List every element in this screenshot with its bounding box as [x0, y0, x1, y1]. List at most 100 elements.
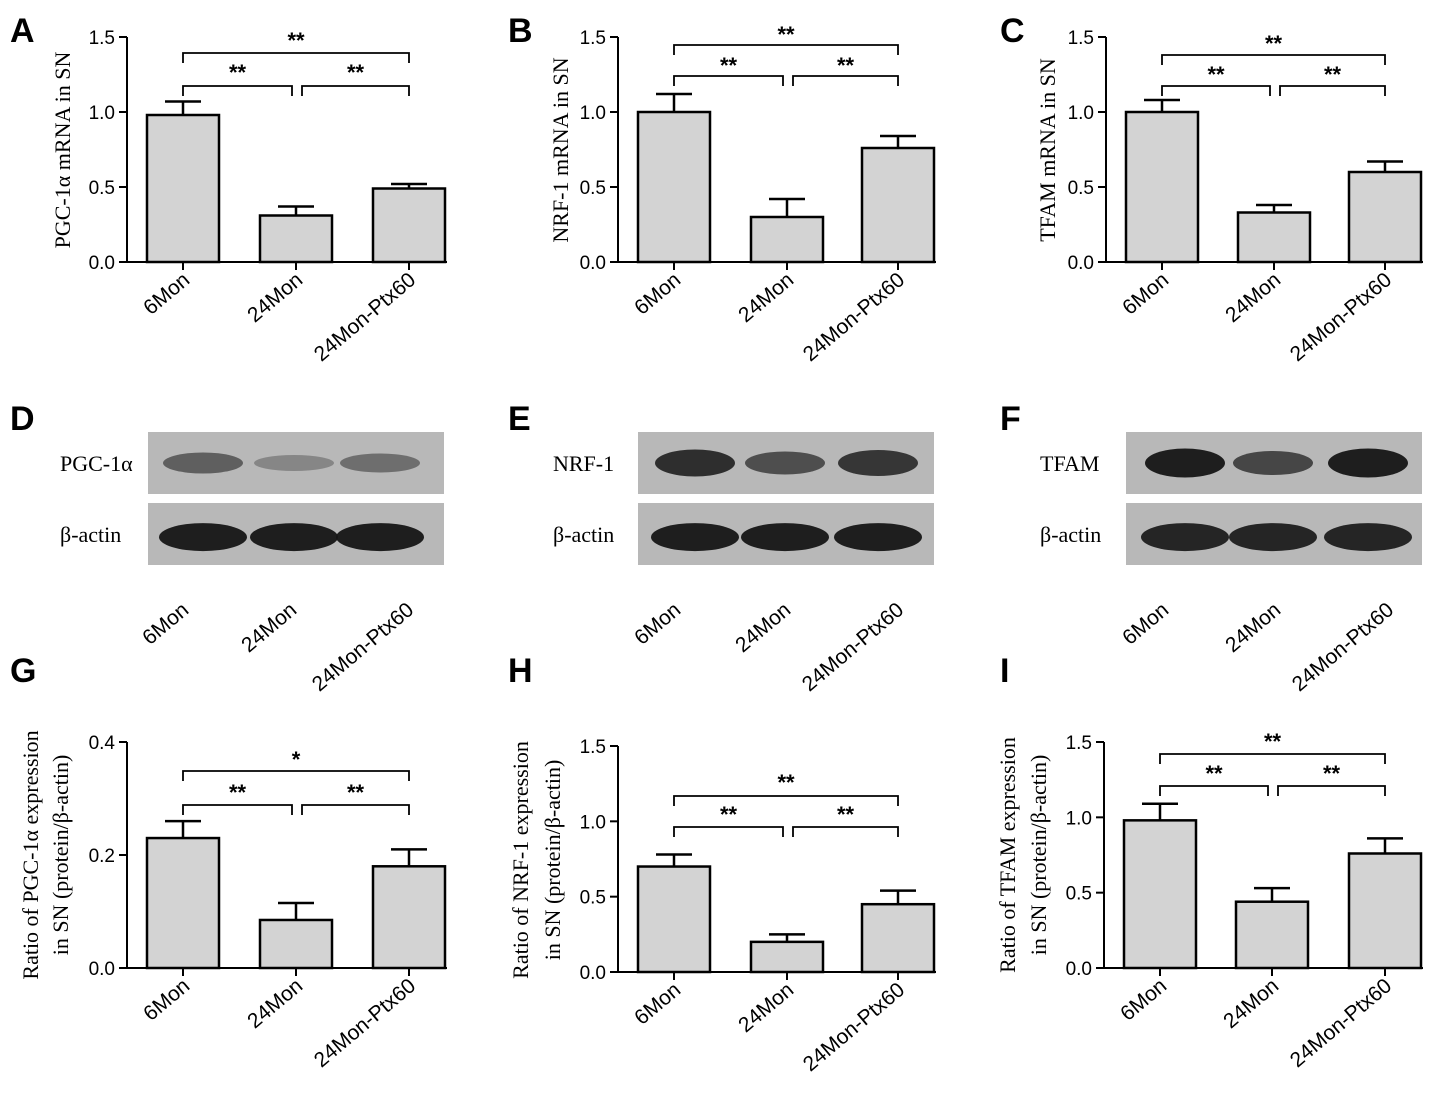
significance-label: ** — [777, 22, 795, 47]
panel-letter-i: I — [1000, 652, 1009, 690]
loading-band-3 — [1324, 523, 1412, 552]
y-axis-label: NRF-1 mRNA in SN — [548, 57, 573, 242]
target-band-3 — [838, 450, 918, 476]
significance-label: ** — [347, 780, 365, 805]
significance-bracket — [792, 826, 899, 837]
x-category-label: 6Mon — [1116, 974, 1171, 1025]
bar-2 — [749, 940, 825, 974]
significance-bracket — [182, 770, 410, 781]
panel-letter-e: E — [508, 400, 531, 438]
significance-bracket — [1159, 785, 1269, 796]
y-tick-label: 1.5 — [89, 28, 115, 49]
x-category-label: 24Mon — [734, 268, 798, 327]
loading-band-1 — [1141, 523, 1229, 552]
significance-bracket — [792, 75, 899, 86]
y-tick-label: 0.0 — [580, 253, 606, 274]
x-category-label: 24Mon-Ptx60 — [1286, 268, 1396, 366]
target-band-2 — [254, 455, 334, 471]
bar-3 — [371, 865, 447, 970]
significance-label: ** — [229, 60, 247, 85]
y-axis-label: PGC-1α mRNA in SN — [50, 52, 75, 249]
y-axis-label-line2: in SN (protein/β-actin) — [48, 755, 73, 956]
bar-1 — [145, 836, 221, 970]
blot-lane-label: 24Mon-Ptx60 — [308, 598, 418, 696]
panel-letter-c: C — [1000, 12, 1025, 50]
loading-band-3 — [336, 523, 424, 552]
bar-3 — [860, 146, 936, 264]
panel-letter-a: A — [10, 12, 35, 50]
bar-1 — [145, 113, 221, 264]
y-tick-label: 1.5 — [580, 737, 606, 758]
x-category-label: 6Mon — [630, 978, 685, 1029]
blot-lane-label: 24Mon — [237, 598, 301, 657]
target-band-1 — [1145, 448, 1225, 478]
loading-band-1 — [159, 523, 247, 552]
y-tick-label: 0.5 — [580, 178, 606, 199]
bar-2 — [258, 214, 334, 264]
significance-bracket — [673, 795, 899, 806]
significance-bracket — [673, 75, 784, 86]
x-category-label: 6Mon — [139, 268, 194, 319]
y-tick-label: 1.0 — [89, 103, 115, 124]
y-tick-label: 0.0 — [1066, 959, 1092, 980]
x-category-label: 6Mon — [139, 974, 194, 1025]
significance-label: * — [292, 747, 301, 772]
significance-bracket — [301, 85, 410, 96]
significance-label: ** — [287, 28, 305, 53]
significance-label: ** — [1324, 62, 1342, 87]
blot-lane-label: 6Mon — [1118, 598, 1173, 649]
y-axis-label: Ratio of TFAM expression — [995, 737, 1020, 973]
bar-1 — [636, 865, 712, 974]
chart-panel-i: 0.0 0.5 1.0 1.5 Ratio of TFAM expression in S… — [995, 729, 1423, 1072]
loading-band-3 — [834, 523, 922, 552]
blot-lane-label: 24Mon-Ptx60 — [1288, 598, 1398, 696]
y-tick-label: 0.5 — [1068, 178, 1094, 199]
y-tick-label: 0.0 — [580, 963, 606, 984]
blot-target-label: NRF-1 — [553, 451, 614, 476]
y-axis-label: TFAM mRNA in SN — [1035, 58, 1060, 242]
significance-bracket — [182, 85, 293, 96]
y-tick-label: 0.0 — [1068, 253, 1094, 274]
significance-label: ** — [837, 53, 855, 78]
x-category-label: 24Mon — [734, 978, 798, 1037]
bar-2 — [1234, 900, 1310, 970]
x-category-label: 24Mon — [243, 974, 307, 1033]
x-category-label: 6Mon — [630, 268, 685, 319]
y-tick-label: 0.4 — [89, 733, 116, 754]
x-category-label: 24Mon — [243, 268, 307, 327]
y-tick-label: 1.5 — [580, 28, 606, 49]
significance-bracket — [182, 52, 410, 63]
target-band-1 — [655, 449, 735, 477]
significance-label: ** — [837, 802, 855, 827]
blot-loading-label: β-actin — [1040, 522, 1101, 547]
x-category-label: 24Mon-Ptx60 — [310, 268, 420, 366]
bar-1 — [1124, 110, 1200, 264]
chart-panel-b: 0.0 0.5 1.0 1.5 NRF-1 mRNA in SN 6Mon 24Mon 24M… — [548, 22, 936, 366]
target-band-1 — [163, 452, 243, 474]
blot-panel-d: PGC-1α β-actin 6Mon 24Mon 24Mon-Ptx60 — [60, 432, 444, 696]
blot-panel-f: TFAM β-actin 6Mon 24Mon 24Mon-Ptx60 — [1040, 432, 1422, 696]
loading-band-2 — [741, 523, 829, 552]
bar-3 — [371, 187, 447, 264]
significance-label: ** — [1207, 62, 1225, 87]
y-tick-label: 1.5 — [1066, 733, 1092, 754]
blot-lane-label: 6Mon — [630, 598, 685, 649]
panel-letter-f: F — [1000, 400, 1021, 438]
y-tick-label: 0.0 — [89, 959, 115, 980]
x-category-label: 24Mon-Ptx60 — [799, 978, 909, 1076]
bar-3 — [860, 902, 936, 974]
chart-panel-a: 0.0 0.5 1.0 1.5 PGC-1α mRNA in SN 6Mon 24Mon 24… — [50, 28, 447, 366]
panel-letter-h: H — [508, 652, 533, 690]
bar-2 — [1236, 211, 1312, 264]
y-tick-label: 0.5 — [89, 178, 115, 199]
target-band-2 — [745, 451, 825, 475]
bar-2 — [258, 918, 334, 970]
chart-panel-g: 0.0 0.2 0.4 Ratio of PGC-1α expression in SN… — [18, 730, 447, 1072]
y-axis-label-line2: in SN (protein/β-actin) — [1026, 755, 1051, 956]
significance-label: ** — [229, 780, 247, 805]
blot-panel-e: NRF-1 β-actin 6Mon 24Mon 24Mon-Ptx60 — [553, 432, 934, 696]
y-tick-label: 1.0 — [580, 812, 606, 833]
significance-label: ** — [1265, 31, 1283, 56]
